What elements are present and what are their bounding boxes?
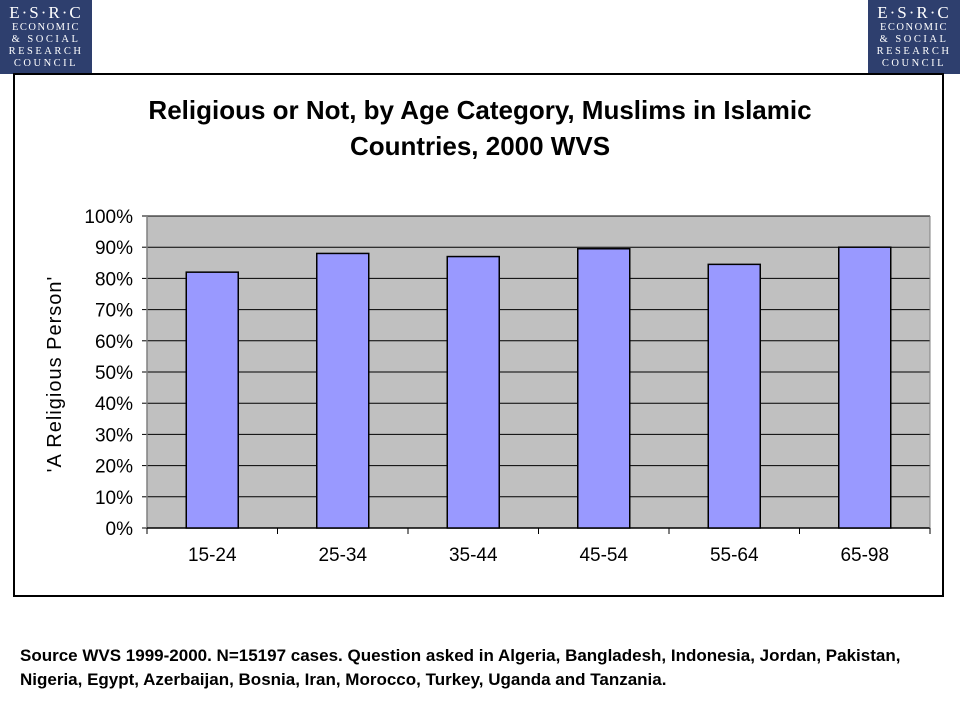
chart-title: Religious or Not, by Age Category, Musli… bbox=[0, 92, 960, 164]
y-tick-label: 60% bbox=[95, 332, 133, 353]
x-tick-label: 55-64 bbox=[710, 545, 759, 566]
bar bbox=[707, 263, 761, 529]
x-tick-label: 35-44 bbox=[449, 545, 498, 566]
x-tick-label: 65-98 bbox=[840, 545, 889, 566]
y-tick-label: 0% bbox=[106, 519, 134, 540]
logo-line: RESEARCH bbox=[876, 46, 952, 57]
y-tick-label: 20% bbox=[95, 457, 133, 478]
x-tick-label: 45-54 bbox=[579, 545, 628, 566]
bar bbox=[446, 255, 500, 529]
y-tick-label: 40% bbox=[95, 394, 133, 415]
y-tick-label: 30% bbox=[95, 425, 133, 446]
esrc-logo-left: E·S·R·C ECONOMIC & SOCIAL RESEARCH COUNC… bbox=[0, 0, 92, 74]
y-tick-label: 50% bbox=[95, 363, 133, 384]
y-tick-label: 70% bbox=[95, 301, 133, 322]
logo-line: RESEARCH bbox=[8, 46, 84, 57]
bar bbox=[577, 248, 631, 529]
logo-line: COUNCIL bbox=[881, 58, 947, 69]
bar bbox=[316, 252, 370, 529]
chart-title-line-1: Religious or Not, by Age Category, Musli… bbox=[148, 95, 812, 125]
chart-title-line-2: Countries, 2000 WVS bbox=[349, 131, 611, 161]
logo-line: E·S·R·C bbox=[9, 3, 83, 22]
esrc-logo-right: E·S·R·C ECONOMIC & SOCIAL RESEARCH COUNC… bbox=[868, 0, 960, 74]
y-tick-label: 90% bbox=[95, 238, 133, 259]
logo-line: ECONOMIC bbox=[879, 22, 948, 33]
y-tick-label: 10% bbox=[95, 488, 133, 509]
logo-line: & SOCIAL bbox=[879, 34, 949, 45]
bar bbox=[838, 246, 892, 529]
x-tick-label: 25-34 bbox=[318, 545, 367, 566]
y-tick-label: 100% bbox=[84, 207, 133, 228]
logo-line: & SOCIAL bbox=[11, 34, 81, 45]
logo-line: COUNCIL bbox=[13, 58, 79, 69]
bar bbox=[185, 271, 239, 529]
y-tick-label: 80% bbox=[95, 269, 133, 290]
y-axis-label: 'A Religious Person' bbox=[44, 276, 66, 473]
source-note: Source WVS 1999-2000. N=15197 cases. Que… bbox=[20, 646, 901, 689]
logo-line: ECONOMIC bbox=[11, 22, 80, 33]
x-tick-label: 15-24 bbox=[188, 545, 237, 566]
logo-line: E·S·R·C bbox=[877, 3, 951, 22]
